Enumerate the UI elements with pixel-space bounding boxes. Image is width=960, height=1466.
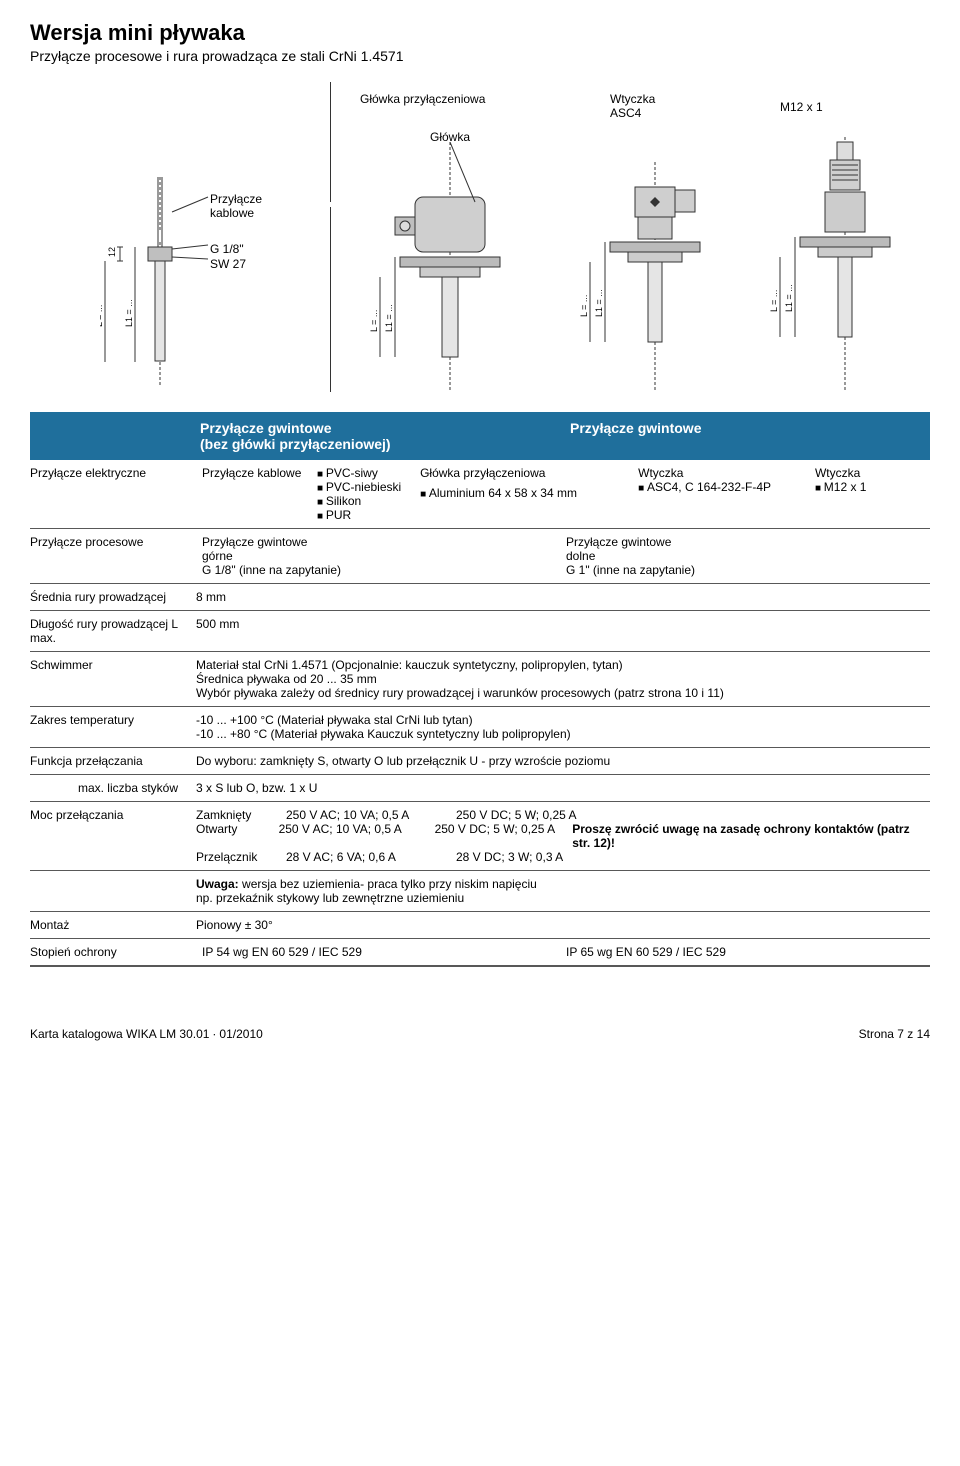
cell-text: Przelącznik [196,850,286,864]
svg-text:L = ...: L = ... [770,290,779,312]
row-label: Długość rury prowadzącej L max. [30,617,190,645]
note-text: np. przekaźnik stykowy lub zewnętrzne uz… [196,891,924,905]
table-header: Przyłącze gwintowe (bez główki przyłącze… [30,412,930,460]
schematic-head: L = ... L1 = ... [370,142,530,392]
cell-text: -10 ... +100 °C (Materiał pływaka stal C… [196,713,924,727]
page-title: Wersja mini pływaka [30,20,930,46]
row-montaz: Montaż Pionowy ± 30° [30,912,930,939]
row-label: Montaż [30,918,190,932]
cell-text: ASC4, C 164-232-F-4P [638,480,803,494]
cell-text: górne [202,549,554,563]
row-label: Stopień ochrony [30,945,190,959]
cell-text: 250 V AC; 10 VA; 0,5 A [286,808,456,822]
cell-text: Średnica pływaka od 20 ... 35 mm [196,672,924,686]
svg-text:L1 = ...: L1 = ... [384,304,394,332]
row-srednia: Średnia rury prowadzącej 8 mm [30,584,930,611]
list-item: PVC-siwy [317,466,401,480]
cell-text: 250 V AC; 10 VA; 0,5 A [279,822,435,850]
cell-text: 500 mm [190,617,930,631]
row-label: Przyłącze elektryczne [30,466,190,480]
header-mid: Przyłącze gwintowe (bez główki przyłącze… [190,412,560,460]
cell-text: IP 65 wg EN 60 529 / IEC 529 [560,945,924,959]
cell-text: Przyłącze gwintowe [566,535,918,549]
header-right: Przyłącze gwintowe [560,412,930,460]
row-label: Przyłącze procesowe [30,535,190,549]
svg-text:L = ...: L = ... [100,305,104,327]
schematic-m12: L = ... L1 = ... [770,137,920,392]
label-glowka-przyl: Główka przyłączeniowa [360,92,485,106]
cell-text: Wybór pływaka zależy od średnicy rury pr… [196,686,924,700]
figure-area: Główka przyłączeniowa Wtyczka ASC4 M12 x… [30,82,930,392]
row-funkcja: Funkcja przełączania Do wyboru: zamknięt… [30,748,930,775]
cell-text: 3 x S lub O, bzw. 1 x U [190,781,930,795]
cell-text: 250 V DC; 5 W; 0,25 A [456,808,577,822]
cell-text: Główka przyłączeniowa [420,466,626,480]
footer-left: Karta katalogowa WIKA LM 30.01 ∙ 01/2010 [30,1027,263,1041]
list-item: Silikon [317,494,401,508]
cell-text-bold: Proszę zwrócić uwagę na zasadę ochrony k… [572,822,924,850]
page-footer: Karta katalogowa WIKA LM 30.01 ∙ 01/2010… [30,1027,930,1041]
row-label: max. liczba styków [30,781,190,795]
row-label: Schwimmer [30,658,190,672]
cell-text: 8 mm [190,590,930,604]
cell-text: Pionowy ± 30° [190,918,930,932]
cell-text: Materiał stal CrNi 1.4571 (Opcjonalnie: … [196,658,924,672]
cell-text: Zamknięty [196,808,286,822]
cell-text: 28 V AC; 6 VA; 0,6 A [286,850,456,864]
row-elektryczne: Przyłącze elektryczne Przyłącze kablowe … [30,460,930,529]
row-dlugosc: Długość rury prowadzącej L max. 500 mm [30,611,930,652]
row-label: Moc przełączania [30,808,190,822]
cell-text: Wtyczka [638,466,803,480]
cell-text: M12 x 1 [815,480,918,494]
row-moc-1: Moc przełączania Zamknięty 250 V AC; 10 … [30,802,930,871]
row-zakres: Zakres temperatury -10 ... +100 °C (Mate… [30,707,930,748]
cell-text: 28 V DC; 3 W; 0,3 A [456,850,563,864]
row-maxstykow: max. liczba styków 3 x S lub O, bzw. 1 x… [30,775,930,802]
svg-text:L = ...: L = ... [370,310,379,332]
row-label: Funkcja przełączania [30,754,190,768]
cable-title: Przyłącze kablowe [202,466,317,522]
label-wtyczka-asc4: Wtyczka ASC4 [610,92,655,120]
page-subtitle: Przyłącze procesowe i rura prowadząca ze… [30,48,930,64]
row-schwimmer: Schwimmer Materiał stal CrNi 1.4571 (Opc… [30,652,930,707]
row-label: Średnia rury prowadzącej [30,590,190,604]
cell-text: Wtyczka [815,466,918,480]
row-moc-note: Uwaga: wersja bez uziemienia- praca tylk… [30,871,930,912]
schematic-cable: 12 L = ... L1 = ... [100,177,280,387]
separator-line [330,82,331,202]
cell-text: Aluminium 64 x 58 x 34 mm [420,486,626,500]
spec-table: Przyłącze gwintowe (bez główki przyłącze… [30,412,930,967]
cell-text: Przyłącze gwintowe [202,535,554,549]
note-text: wersja bez uziemienia- praca tylko przy … [239,877,537,891]
svg-text:L1 = ...: L1 = ... [124,299,134,327]
footer-right: Strona 7 z 14 [859,1027,930,1041]
cell-text: G 1/8" (inne na zapytanie) [202,563,554,577]
list-item: PVC-niebieski [317,480,401,494]
cell-text: Do wyboru: zamknięty S, otwarty O lub pr… [190,754,930,768]
cell-text: 250 V DC; 5 W; 0,25 A [435,822,573,850]
cell-text: G 1" (inne na zapytanie) [566,563,918,577]
svg-text:L1 = ...: L1 = ... [594,289,604,317]
row-procesowe: Przyłącze procesowe Przyłącze gwintowe g… [30,529,930,584]
list-item: PUR [317,508,401,522]
cell-text: dolne [566,549,918,563]
separator-line [330,207,331,392]
svg-text:12: 12 [107,247,117,257]
cell-text: Otwarty [196,822,279,850]
row-stopien: Stopień ochrony IP 54 wg EN 60 529 / IEC… [30,939,930,967]
svg-text:L1 = ...: L1 = ... [784,284,794,312]
label-m12: M12 x 1 [780,100,823,114]
cell-text: IP 54 wg EN 60 529 / IEC 529 [196,945,560,959]
row-label: Zakres temperatury [30,713,190,727]
note-bold: Uwaga: [196,877,239,891]
schematic-asc4: L = ... L1 = ... [580,162,730,392]
svg-text:L = ...: L = ... [580,295,589,317]
cell-text: -10 ... +80 °C (Materiał pływaka Kauczuk… [196,727,924,741]
